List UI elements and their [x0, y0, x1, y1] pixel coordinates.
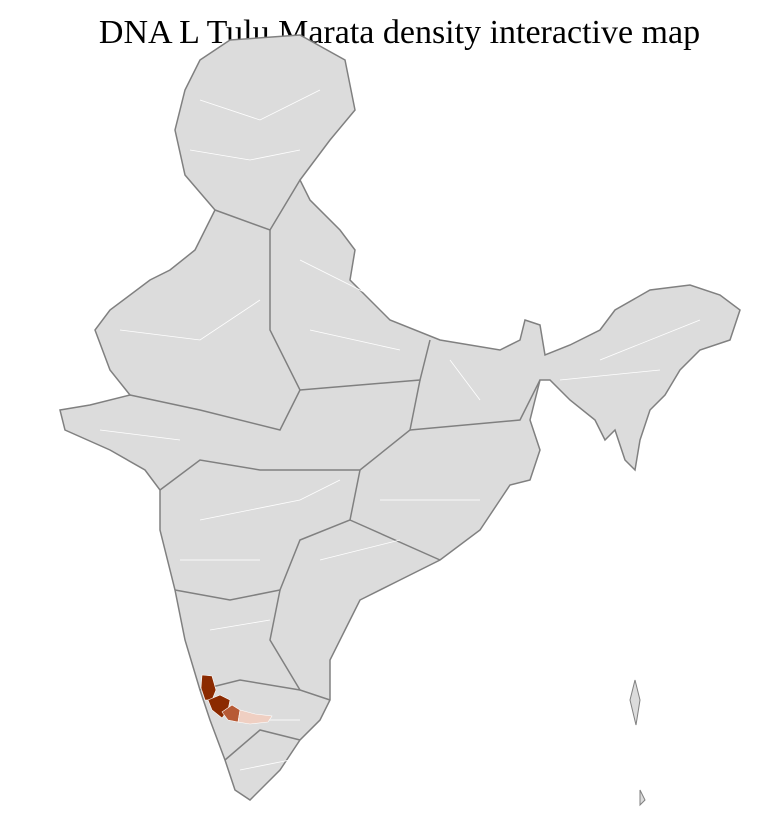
district-low-density[interactable] — [237, 709, 273, 725]
andaman-islands — [629, 679, 646, 807]
density-regions — [200, 674, 273, 725]
map-title: DNA L Tulu Marata density interactive ma… — [98, 14, 701, 51]
india-outline[interactable] — [59, 34, 741, 801]
